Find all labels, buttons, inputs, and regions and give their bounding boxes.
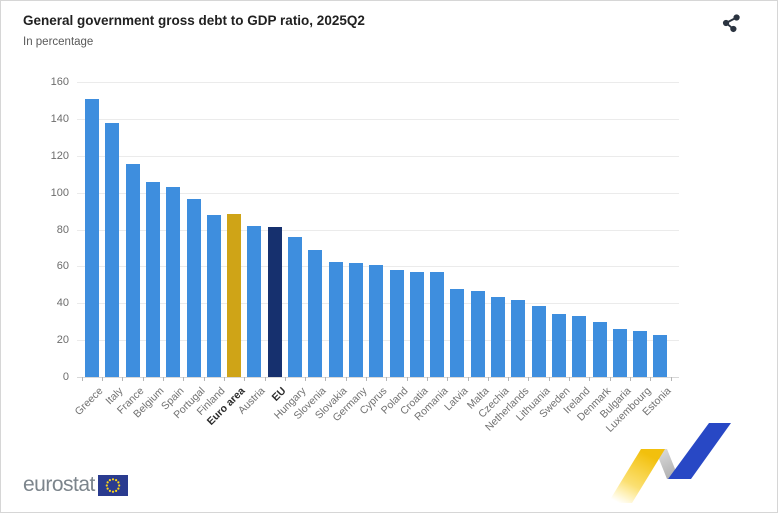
x-axis-tick	[345, 377, 347, 381]
x-axis-tick	[548, 377, 550, 381]
x-axis-tick	[447, 377, 449, 381]
x-axis-tick	[386, 377, 388, 381]
x-axis-tick	[406, 377, 408, 381]
bar-denmark[interactable]	[592, 321, 607, 377]
x-axis-tick	[244, 377, 246, 381]
x-axis-tick	[223, 377, 225, 381]
gridline-y-140	[77, 118, 679, 120]
bar-finland[interactable]	[206, 214, 221, 377]
page-title: General government gross debt to GDP rat…	[23, 13, 365, 28]
bar-slovakia[interactable]	[328, 261, 343, 377]
x-axis-tick	[264, 377, 266, 381]
bar-latvia[interactable]	[450, 289, 465, 377]
bar-slovenia[interactable]	[308, 249, 323, 377]
bar-romania[interactable]	[430, 271, 445, 377]
ribbon-fold	[655, 449, 679, 479]
bar-sweden[interactable]	[551, 314, 566, 377]
bar-ireland[interactable]	[572, 316, 587, 377]
x-axis-tick	[305, 377, 307, 381]
y-axis-label-20: 20	[56, 334, 69, 347]
x-axis-tick	[366, 377, 368, 381]
x-axis-tick	[325, 377, 327, 381]
x-axis-tick	[650, 377, 652, 381]
gridline-y-80	[77, 229, 679, 231]
y-axis-label-100: 100	[50, 186, 69, 199]
x-axis-tick	[426, 377, 428, 381]
y-axis-label-0: 0	[62, 371, 69, 383]
bar-greece[interactable]	[85, 98, 99, 377]
bar-belgium[interactable]	[145, 181, 160, 377]
x-axis-tick	[163, 377, 165, 381]
gridline-y-160	[77, 82, 679, 83]
y-axis-label-40: 40	[56, 297, 69, 310]
x-axis-label-greece: Greece	[72, 385, 106, 418]
y-axis-label-120: 120	[50, 149, 69, 162]
ribbon-yellow-band	[608, 449, 665, 503]
x-axis-tick	[102, 377, 104, 381]
gridline-y-0	[77, 377, 679, 378]
bar-spain[interactable]	[166, 187, 181, 377]
eurostat-ribbon-graphic	[591, 401, 741, 511]
bar-czechia[interactable]	[491, 296, 505, 377]
bar-france[interactable]	[125, 164, 140, 377]
y-axis-label-160: 160	[50, 76, 69, 88]
bar-cyprus[interactable]	[369, 264, 384, 377]
x-axis-tick	[528, 377, 530, 381]
bar-germany[interactable]	[348, 262, 363, 377]
eurostat-logo-text: eurostat	[23, 473, 95, 496]
x-axis-tick	[122, 377, 124, 381]
share-button[interactable]	[719, 10, 745, 36]
bar-italy[interactable]	[105, 122, 120, 377]
bar-eu[interactable]	[267, 226, 282, 377]
bar-croatia[interactable]	[409, 271, 424, 377]
x-axis-tick	[284, 377, 286, 381]
bar-estonia[interactable]	[653, 334, 668, 377]
x-axis-tick	[81, 377, 83, 381]
eu-flag-icon	[97, 474, 128, 496]
bar-lithuania[interactable]	[531, 306, 546, 377]
y-axis-label-80: 80	[56, 223, 69, 236]
x-axis-tick	[467, 377, 469, 381]
bar-luxembourg[interactable]	[633, 330, 648, 377]
gridline-y-120	[77, 155, 679, 157]
x-axis-tick	[487, 377, 489, 381]
share-network-icon	[721, 12, 743, 34]
bar-hungary[interactable]	[288, 236, 302, 377]
bar-malta[interactable]	[470, 291, 485, 377]
bar-netherlands[interactable]	[511, 299, 526, 377]
x-axis-tick	[670, 377, 672, 381]
y-axis-label-60: 60	[56, 260, 69, 273]
gridline-y-100	[77, 192, 679, 194]
y-axis-label-140: 140	[50, 112, 69, 125]
x-axis-tick	[203, 377, 205, 381]
eurostat-logo: eurostat	[23, 472, 128, 498]
bar-bulgaria[interactable]	[612, 329, 627, 377]
bar-poland[interactable]	[389, 270, 404, 377]
x-axis-tick	[569, 377, 571, 381]
x-axis-tick	[589, 377, 591, 381]
ribbon-blue-band	[668, 423, 731, 479]
bar-austria[interactable]	[247, 225, 262, 377]
x-axis-tick	[183, 377, 185, 381]
chart-subtitle: In percentage	[23, 36, 94, 48]
bar-portugal[interactable]	[186, 199, 201, 377]
x-axis-tick	[629, 377, 631, 381]
bar-euro-area[interactable]	[227, 214, 242, 377]
x-axis-tick	[508, 377, 510, 381]
x-axis-tick	[142, 377, 144, 381]
x-axis-tick	[609, 377, 611, 381]
